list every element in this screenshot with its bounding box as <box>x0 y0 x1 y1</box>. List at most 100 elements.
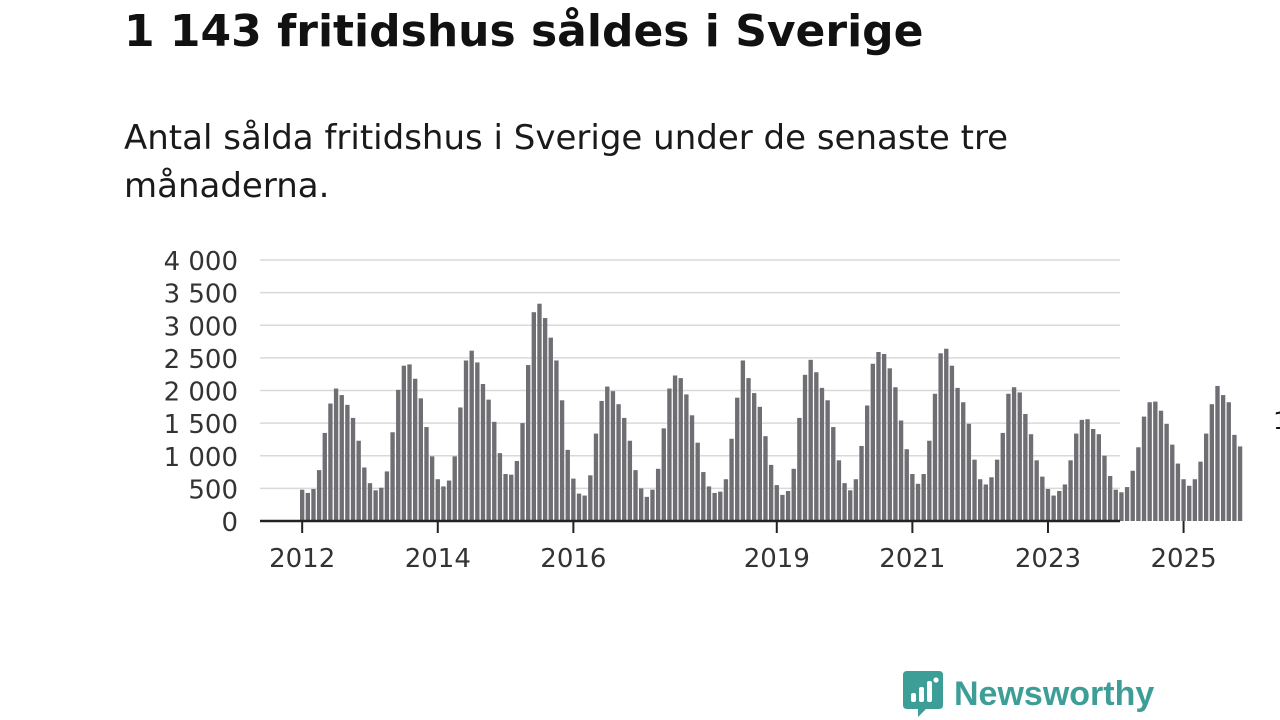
bar <box>486 399 491 521</box>
bar <box>921 474 926 521</box>
bar <box>1198 461 1203 521</box>
bar <box>322 432 327 521</box>
bar <box>605 386 610 521</box>
bar <box>328 403 333 521</box>
bar <box>390 432 395 521</box>
bar <box>1113 489 1118 521</box>
bar <box>514 460 520 521</box>
bar <box>661 428 666 521</box>
bar <box>978 479 983 521</box>
newsworthy-logo-icon <box>903 671 943 717</box>
bar <box>610 391 616 521</box>
bar <box>1091 428 1096 521</box>
bar <box>961 402 966 521</box>
bar <box>509 474 514 521</box>
bar <box>418 398 423 521</box>
bar <box>785 490 791 521</box>
bar <box>644 496 649 521</box>
bar <box>542 318 548 521</box>
y-tick-label: 4 000 <box>164 247 238 277</box>
y-tick-label: 0 <box>221 508 238 538</box>
bar <box>1164 423 1169 521</box>
bar <box>520 423 525 521</box>
bar <box>401 365 407 521</box>
bar <box>836 460 842 521</box>
bar <box>1045 489 1051 521</box>
bar <box>723 479 729 521</box>
bar <box>1158 410 1164 521</box>
bar <box>989 477 994 521</box>
bar <box>367 483 373 521</box>
brand-logo: Newsworthy <box>902 670 1154 718</box>
bar <box>712 492 717 521</box>
bar <box>452 456 457 521</box>
bar <box>576 493 582 521</box>
bar <box>853 479 859 521</box>
bar <box>300 489 305 521</box>
bar <box>966 423 972 521</box>
bar <box>1079 419 1085 521</box>
bar <box>819 387 825 521</box>
bar <box>718 491 723 521</box>
bar <box>1107 475 1113 521</box>
bar <box>915 483 921 521</box>
bar <box>831 427 836 521</box>
bar <box>1141 416 1147 521</box>
bar <box>650 489 655 521</box>
bar <box>469 350 474 521</box>
bar <box>763 436 768 521</box>
bar <box>1085 419 1090 521</box>
bar <box>492 421 497 521</box>
bar <box>808 359 813 521</box>
bar <box>689 415 695 521</box>
bar <box>938 353 943 521</box>
bar <box>1220 395 1226 521</box>
bar <box>531 312 536 521</box>
x-tick-label: 2021 <box>879 544 945 574</box>
bar <box>859 445 864 521</box>
x-tick-label: 2019 <box>744 544 810 574</box>
bar <box>983 484 988 521</box>
bar <box>599 400 604 521</box>
bar <box>475 362 480 521</box>
latest-value-annotation: 1 143 <box>1273 407 1280 435</box>
bar <box>678 378 683 521</box>
bar <box>526 365 531 521</box>
bar <box>1237 446 1243 521</box>
bar <box>1006 393 1011 521</box>
bar <box>429 456 435 521</box>
bar <box>1074 433 1079 521</box>
bar <box>870 363 875 521</box>
x-tick-label: 2014 <box>405 544 471 574</box>
bar <box>740 360 746 521</box>
bar <box>949 365 955 521</box>
bar <box>752 393 757 521</box>
bar <box>333 388 339 521</box>
bar <box>701 472 706 521</box>
bar <box>865 405 870 521</box>
bar <box>848 490 853 521</box>
bar <box>424 427 429 521</box>
x-tick-label: 2025 <box>1150 544 1216 574</box>
bar <box>396 389 401 521</box>
bar <box>774 485 779 521</box>
bar <box>1102 455 1107 521</box>
bar <box>881 353 887 521</box>
bar <box>887 368 892 521</box>
bar <box>446 480 452 521</box>
bar <box>305 492 310 521</box>
bar <box>1181 479 1186 521</box>
bar <box>927 440 932 521</box>
bar <box>582 495 587 521</box>
bar <box>554 360 559 521</box>
bar <box>910 474 915 521</box>
bar <box>1175 463 1181 521</box>
bar <box>1147 402 1152 521</box>
bar <box>684 394 689 521</box>
bar <box>706 486 712 521</box>
bar <box>1124 487 1130 521</box>
bar <box>627 440 633 521</box>
bar <box>825 400 830 521</box>
bar <box>311 489 316 521</box>
